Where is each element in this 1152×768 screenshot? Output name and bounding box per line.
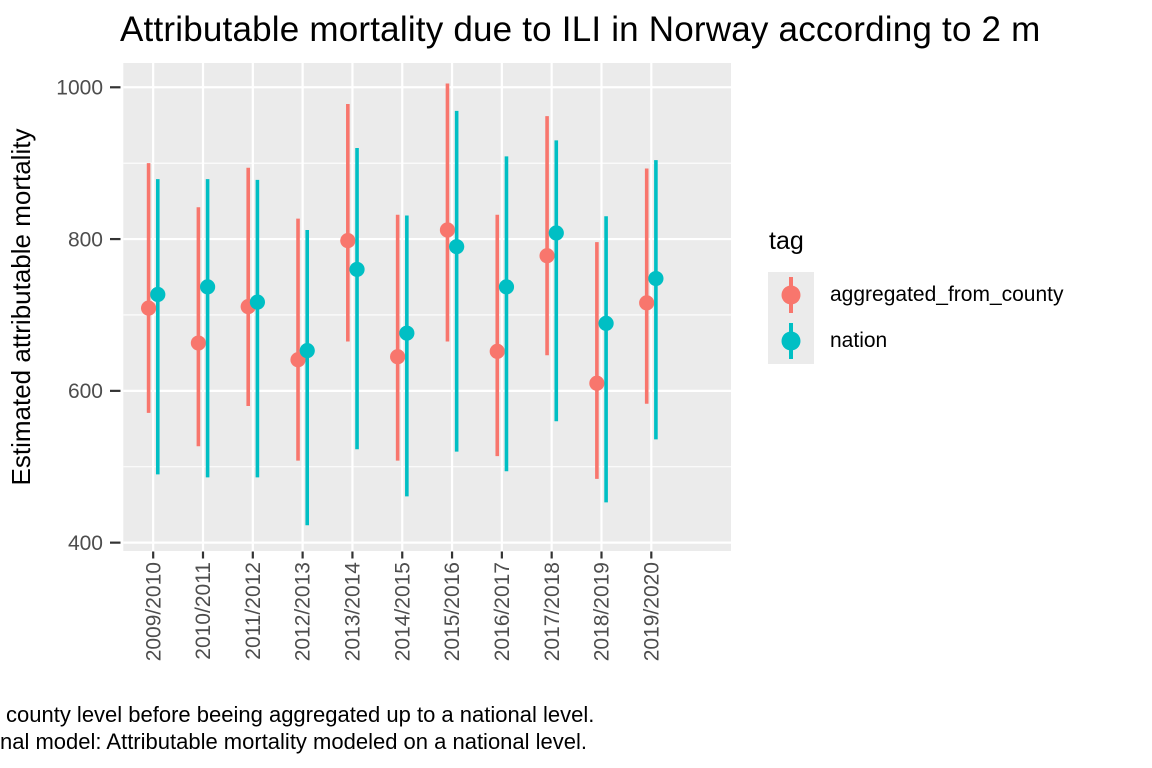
y-tick-label: 600 — [68, 380, 103, 403]
pointrange-key-icon — [768, 318, 814, 364]
x-tick-label: 2012/2013 — [292, 562, 315, 661]
point-estimate-aggregated_from_county — [190, 335, 206, 351]
legend-item-aggregated-from-county: aggregated_from_county — [768, 272, 1064, 318]
caption-line-2: nal model: Attributable mortality modele… — [0, 729, 588, 754]
y-axis-title: Estimated attributable mortality — [6, 129, 36, 486]
point-glyph — [781, 285, 801, 305]
point-glyph — [781, 331, 801, 351]
panel-background — [123, 63, 732, 551]
x-tick-label: 2010/2011 — [192, 562, 215, 660]
legend-label: aggregated_from_county — [830, 283, 1064, 306]
point-estimate-aggregated_from_county — [390, 349, 406, 365]
y-tick-label: 800 — [68, 228, 103, 251]
x-tick-label: 2011/2012 — [242, 562, 265, 660]
point-estimate-nation — [449, 239, 465, 255]
chart-title: Attributable mortality due to ILI in Nor… — [120, 10, 1041, 49]
pointrange-key-icon — [768, 272, 814, 318]
x-tick-label: 2013/2014 — [342, 562, 365, 662]
y-tick-label: 1000 — [56, 77, 103, 100]
caption: county level before beeing aggregated up… — [0, 701, 594, 755]
point-estimate-aggregated_from_county — [639, 295, 655, 311]
point-estimate-aggregated_from_county — [140, 300, 157, 316]
legend-label: nation — [830, 329, 888, 352]
caption-line-1: county level before beeing aggregated up… — [6, 702, 595, 727]
point-estimate-nation — [349, 261, 365, 278]
point-estimate-aggregated_from_county — [539, 248, 555, 264]
point-estimate-aggregated_from_county — [489, 343, 505, 359]
x-tick-label: 2019/2020 — [640, 562, 663, 661]
x-tick-label: 2014/2015 — [391, 562, 414, 661]
point-estimate-nation — [548, 225, 564, 241]
point-estimate-nation — [598, 315, 614, 331]
legend-item-nation: nation — [768, 318, 1064, 364]
point-estimate-nation — [498, 279, 515, 295]
x-tick-label: 2009/2010 — [142, 562, 165, 661]
x-tick-label: 2016/2017 — [491, 562, 514, 661]
point-estimate-nation — [199, 279, 216, 295]
point-estimate-aggregated_from_county — [439, 222, 456, 238]
y-tick-label: 400 — [68, 532, 103, 555]
legend-title: tag — [769, 227, 804, 255]
point-estimate-nation — [150, 286, 166, 303]
x-tick-label: 2015/2016 — [441, 562, 464, 661]
point-estimate-nation — [249, 294, 266, 310]
point-estimate-aggregated_from_county — [589, 375, 605, 391]
point-estimate-nation — [648, 270, 664, 287]
point-estimate-nation — [299, 343, 315, 359]
x-tick-label: 2018/2019 — [591, 562, 614, 661]
legend: tag aggregated_from_county nation — [768, 227, 1064, 364]
legend-rows: aggregated_from_county nation — [768, 272, 1064, 364]
point-estimate-aggregated_from_county — [340, 232, 356, 249]
x-tick-label: 2017/2018 — [541, 562, 564, 661]
point-estimate-nation — [399, 325, 415, 341]
